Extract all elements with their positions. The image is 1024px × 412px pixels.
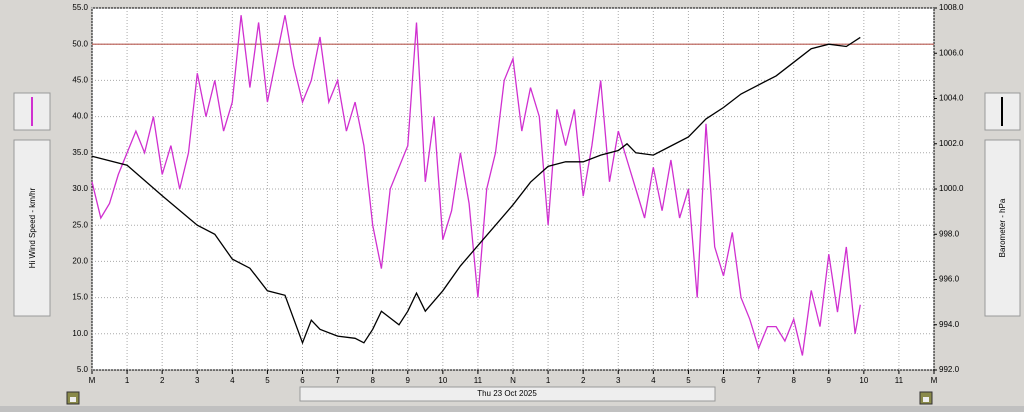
series-line — [91, 36, 861, 345]
x-tick-label: M — [931, 376, 938, 385]
y-tick-label: 25.0 — [72, 220, 88, 229]
x-tick-label: 2 — [581, 376, 586, 385]
y-tick-label: 15.0 — [72, 293, 88, 302]
y2-tick-label: 1000.0 — [939, 184, 964, 193]
series-line — [91, 15, 861, 356]
y-tick-label: 50.0 — [72, 39, 88, 48]
y2-tick-label: 994.0 — [939, 320, 960, 329]
x-axis-label: Thu 23 Oct 2025 — [477, 389, 537, 398]
y2-axis-label: Barometer - hPa — [998, 198, 1007, 257]
y-tick-label: 55.0 — [72, 3, 88, 12]
lock-icon[interactable] — [919, 391, 933, 405]
x-tick-label: M — [89, 376, 96, 385]
x-tick-label: 9 — [406, 376, 411, 385]
x-tick-label: 11 — [895, 376, 904, 385]
x-tick-label: 6 — [721, 376, 726, 385]
y2-tick-label: 998.0 — [939, 229, 960, 238]
right-axis-panel — [984, 139, 1021, 317]
x-tick-label: 1 — [546, 376, 551, 385]
x-tick-label: 7 — [756, 376, 761, 385]
x-tick-label: N — [510, 376, 516, 385]
x-tick-label: 5 — [265, 376, 270, 385]
lock-icon[interactable] — [66, 391, 80, 405]
x-tick-label: 3 — [195, 376, 200, 385]
status-strip — [0, 406, 1024, 412]
x-tick-label: 9 — [827, 376, 832, 385]
y-tick-label: 20.0 — [72, 257, 88, 266]
y-axis-label: Hi Wind Speed - km/hr — [28, 187, 37, 268]
y2-tick-label: 1006.0 — [939, 48, 964, 57]
y2-tick-label: 1008.0 — [939, 3, 964, 12]
y-tick-label: 45.0 — [72, 76, 88, 85]
date-panel — [299, 386, 716, 402]
x-tick-label: 1 — [125, 376, 130, 385]
x-tick-label: 7 — [335, 376, 340, 385]
y2-tick-label: 1004.0 — [939, 94, 964, 103]
x-tick-label: 3 — [616, 376, 621, 385]
x-tick-label: 8 — [370, 376, 375, 385]
x-tick-label: 10 — [859, 376, 868, 385]
left-axis-panel — [13, 139, 51, 317]
x-tick-label: 10 — [438, 376, 447, 385]
y-tick-label: 30.0 — [72, 184, 88, 193]
x-tick-label: 2 — [160, 376, 165, 385]
y2-tick-label: 1002.0 — [939, 139, 964, 148]
y-tick-label: 35.0 — [72, 148, 88, 157]
y2-tick-label: 996.0 — [939, 275, 960, 284]
y-tick-label: 5.0 — [77, 365, 89, 374]
x-tick-label: 6 — [300, 376, 305, 385]
y-tick-label: 10.0 — [72, 329, 88, 338]
y2-tick-label: 992.0 — [939, 365, 960, 374]
x-tick-label: 8 — [791, 376, 796, 385]
x-tick-label: 11 — [474, 376, 483, 385]
x-tick-label: 4 — [230, 376, 235, 385]
x-tick-label: 5 — [686, 376, 691, 385]
y-tick-label: 40.0 — [72, 112, 88, 121]
x-tick-label: 4 — [651, 376, 656, 385]
